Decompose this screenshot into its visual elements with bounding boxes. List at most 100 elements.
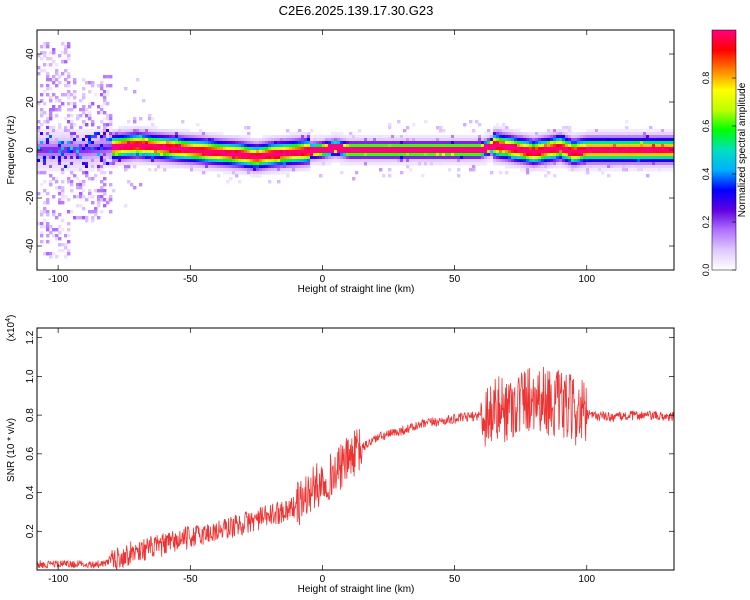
heatmap-cell	[454, 138, 458, 142]
heatmap-cell	[505, 156, 509, 160]
heatmap-cell	[256, 162, 260, 166]
heatmap-cell	[475, 144, 479, 148]
heatmap-cell	[667, 135, 671, 139]
heatmap-cell	[463, 156, 467, 160]
heatmap-cell	[172, 147, 176, 151]
heatmap-cell	[199, 144, 203, 148]
heatmap-cell	[472, 141, 476, 145]
heatmap-cell	[43, 171, 47, 175]
heatmap-cell	[475, 159, 479, 163]
heatmap-cell	[67, 72, 71, 76]
heatmap-cell	[79, 195, 83, 199]
heatmap-cell	[247, 162, 251, 166]
heatmap-cell	[436, 156, 440, 160]
heatmap-cell	[358, 129, 362, 133]
heatmap-cell	[238, 153, 242, 157]
heatmap-cell	[76, 168, 80, 172]
heatmap-cell	[385, 159, 389, 163]
heatmap-cell	[667, 168, 671, 172]
heatmap-cell	[100, 210, 104, 214]
heatmap-cell	[82, 111, 86, 115]
heatmap-cell	[409, 141, 413, 145]
heatmap-cell	[154, 126, 158, 130]
heatmap-cell	[571, 165, 575, 169]
heatmap-cell	[91, 81, 95, 85]
heatmap-cell	[91, 210, 95, 214]
heatmap-cell	[661, 159, 665, 163]
heatmap-cell	[46, 210, 50, 214]
heatmap-cell	[70, 165, 74, 169]
heatmap-cell	[571, 168, 575, 172]
heatmap-cell	[205, 135, 209, 139]
heatmap-cell	[211, 135, 215, 139]
heatmap-cell	[622, 135, 626, 139]
heatmap-cell	[127, 165, 131, 169]
heatmap-cell	[484, 162, 488, 166]
heatmap-cell	[160, 135, 164, 139]
heatmap-cell	[229, 138, 233, 142]
heatmap-cell	[58, 138, 62, 142]
heatmap-cell	[574, 162, 578, 166]
heatmap-cell	[310, 138, 314, 142]
heatmap-cell	[610, 138, 614, 142]
heatmap-cell	[379, 141, 383, 145]
heatmap-cell	[478, 150, 482, 154]
heatmap-cell	[67, 135, 71, 139]
heatmap-cell	[133, 117, 137, 121]
heatmap-cell	[37, 150, 41, 154]
heatmap-cell	[103, 75, 107, 79]
heatmap-cell	[577, 168, 581, 172]
heatmap-cell	[496, 132, 500, 136]
heatmap-cell	[499, 147, 503, 151]
heatmap-cell	[136, 162, 140, 166]
heatmap-cell	[160, 153, 164, 157]
heatmap-cell	[520, 159, 524, 163]
heatmap-cell	[514, 144, 518, 148]
heatmap-cell	[286, 150, 290, 154]
heatmap-cell	[91, 165, 95, 169]
heatmap-cell	[169, 129, 173, 133]
heatmap-cell	[73, 93, 77, 97]
heatmap-cell	[511, 144, 515, 148]
heatmap-cell	[40, 231, 44, 235]
heatmap-cell	[454, 159, 458, 163]
heatmap-cell	[583, 153, 587, 157]
heatmap-cell	[241, 156, 245, 160]
heatmap-cell	[388, 168, 392, 172]
heatmap-cell	[655, 150, 659, 154]
heatmap-cell	[499, 129, 503, 133]
heatmap-cell	[625, 135, 629, 139]
heatmap-cell	[169, 159, 173, 163]
heatmap-cell	[58, 249, 62, 253]
heatmap-cell	[265, 171, 269, 175]
heatmap-cell	[58, 243, 62, 247]
heatmap-cell	[469, 159, 473, 163]
heatmap-cell	[61, 198, 65, 202]
heatmap-cell	[67, 54, 71, 58]
heatmap-cell	[424, 159, 428, 163]
heatmap-cell	[46, 252, 50, 256]
heatmap-cell	[94, 174, 98, 178]
heatmap-cell	[523, 162, 527, 166]
heatmap-cell	[184, 159, 188, 163]
heatmap-cell	[58, 165, 62, 169]
heatmap-cell	[202, 141, 206, 145]
heatmap-cell	[610, 135, 614, 139]
heatmap-cell	[106, 165, 110, 169]
heatmap-cell	[46, 144, 50, 148]
heatmap-cell	[664, 165, 668, 169]
heatmap-cell	[619, 138, 623, 142]
heatmap-cell	[262, 162, 266, 166]
heatmap-cell	[244, 165, 248, 169]
heatmap-cell	[250, 159, 254, 163]
heatmap-cell	[199, 153, 203, 157]
heatmap-cell	[67, 84, 71, 88]
heatmap-cell	[535, 147, 539, 151]
heatmap-cell	[403, 141, 407, 145]
heatmap-cell	[508, 147, 512, 151]
heatmap-cell	[40, 153, 44, 157]
heatmap-cell	[388, 147, 392, 151]
heatmap-cell	[598, 138, 602, 142]
heatmap-cell	[340, 150, 344, 154]
heatmap-cell	[58, 126, 62, 130]
